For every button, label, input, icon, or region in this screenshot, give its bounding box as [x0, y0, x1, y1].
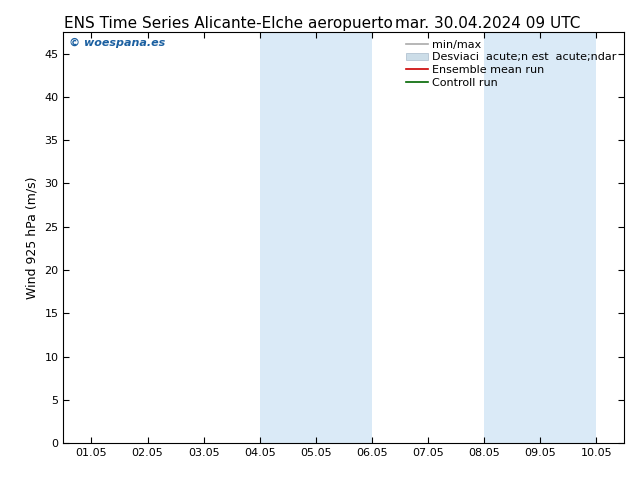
- Text: mar. 30.04.2024 09 UTC: mar. 30.04.2024 09 UTC: [396, 16, 581, 31]
- Y-axis label: Wind 925 hPa (m/s): Wind 925 hPa (m/s): [26, 176, 39, 299]
- Bar: [260, 32, 372, 443]
- Text: © woespana.es: © woespana.es: [69, 38, 165, 48]
- Legend: min/max, Desviaci  acute;n est  acute;ndar, Ensemble mean run, Controll run: min/max, Desviaci acute;n est acute;ndar…: [403, 37, 619, 90]
- Text: ENS Time Series Alicante-Elche aeropuerto: ENS Time Series Alicante-Elche aeropuert…: [64, 16, 392, 31]
- Bar: [484, 32, 597, 443]
